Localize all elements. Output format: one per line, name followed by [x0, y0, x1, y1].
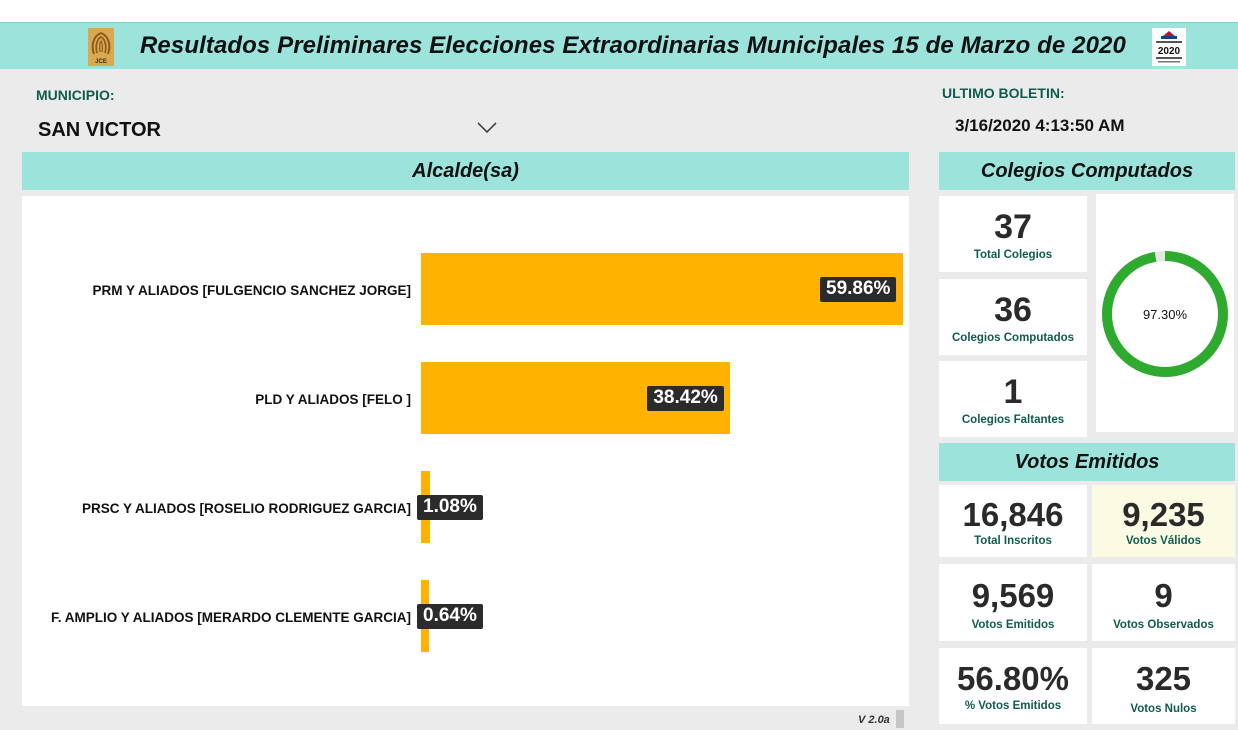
bar-category-label: PLD Y ALIADOS [FELO ]: [255, 392, 411, 407]
votos-emitidos-label: Votos Emitidos: [971, 619, 1055, 631]
colegios-computados-value: 36: [994, 291, 1032, 329]
total-inscritos-card: 16,846 Total Inscritos: [939, 485, 1087, 557]
votos-validos-label: Votos Válidos: [1125, 535, 1202, 547]
elecciones-2020-text: 2020: [1158, 46, 1181, 57]
colegios-computados-card: 36 Colegios Computados: [939, 279, 1087, 355]
total-colegios-label: Total Colegios: [973, 249, 1053, 261]
votos-section-header: Votos Emitidos: [939, 443, 1235, 481]
votos-validos-value: 9,235: [1122, 496, 1205, 533]
colegios-progress-card: 97.30%: [1096, 194, 1234, 432]
colegios-faltantes-label: Colegios Faltantes: [961, 414, 1065, 426]
colegios-computados-label: Colegios Computados: [951, 332, 1075, 344]
alcalde-section-header: Alcalde(sa): [22, 152, 909, 190]
bar-category-label: F. AMPLIO Y ALIADOS [MERARDO CLEMENTE GA…: [50, 610, 411, 625]
bar-value-label: 0.64%: [417, 604, 483, 629]
total-colegios-value: 37: [994, 208, 1032, 246]
votos-observados-label: Votos Observados: [1113, 619, 1214, 631]
chevron-down-icon[interactable]: [476, 119, 498, 135]
version-label: V 2.0a: [858, 714, 890, 726]
total-colegios-card: 37 Total Colegios: [939, 196, 1087, 272]
bar-category-label: PRSC Y ALIADOS [ROSELIO RODRIGUEZ GARCIA…: [81, 501, 411, 516]
elecciones-2020-logo-icon: 2020: [1152, 28, 1186, 66]
jce-logo-icon: JCE: [88, 28, 114, 66]
donut-percent-label: 97.30%: [1143, 307, 1188, 322]
colegios-section-header: Colegios Computados: [939, 152, 1235, 190]
ultimo-boletin-value: 3/16/2020 4:13:50 AM: [955, 116, 1125, 135]
top-strip: [0, 0, 1238, 22]
page-title: Resultados Preliminares Elecciones Extra…: [140, 32, 1126, 59]
votos-nulos-label: Votos Nulos: [1130, 703, 1197, 715]
header-bar: JCE Resultados Preliminares Elecciones E…: [0, 22, 1238, 69]
colegios-faltantes-card: 1 Colegios Faltantes: [939, 361, 1087, 437]
pct-votos-emitidos-label: % Votos Emitidos: [964, 700, 1062, 712]
bar-value-label: 1.08%: [417, 495, 483, 520]
pct-votos-emitidos-card: 56.80% % Votos Emitidos: [939, 648, 1087, 724]
votos-nulos-value: 325: [1135, 660, 1192, 697]
jce-logo-text: JCE: [95, 59, 107, 65]
donut-progress-arc: [1102, 251, 1228, 377]
ultimo-boletin-label: ULTIMO BOLETIN:: [942, 85, 1065, 101]
municipio-select-value[interactable]: SAN VICTOR: [38, 119, 161, 141]
colegios-faltantes-value: 1: [1003, 373, 1023, 411]
votos-validos-card: 9,235 Votos Válidos: [1092, 485, 1235, 557]
scroll-handle[interactable]: [896, 710, 904, 728]
votos-nulos-card: 325 Votos Nulos: [1092, 648, 1235, 724]
total-inscritos-label: Total Inscritos: [974, 535, 1052, 547]
votos-emitidos-value: 9,569: [971, 577, 1055, 614]
total-inscritos-value: 16,846: [962, 496, 1064, 533]
bar-value-label: 38.42%: [647, 386, 724, 411]
alcalde-bar-chart: PRM Y ALIADOS [FULGENCIO SANCHEZ JORGE] …: [22, 196, 909, 706]
bar-category-label: PRM Y ALIADOS [FULGENCIO SANCHEZ JORGE]: [92, 283, 411, 298]
votos-emitidos-card: 9,569 Votos Emitidos: [939, 564, 1087, 641]
votos-observados-card: 9 Votos Observados: [1092, 564, 1235, 641]
pct-votos-emitidos-value: 56.80%: [957, 660, 1069, 697]
bar-value-label: 59.86%: [820, 277, 897, 302]
municipio-label: MUNICIPIO:: [36, 87, 115, 103]
votos-observados-value: 9: [1154, 577, 1173, 614]
colegios-donut-chart: 97.30%: [1102, 251, 1228, 377]
